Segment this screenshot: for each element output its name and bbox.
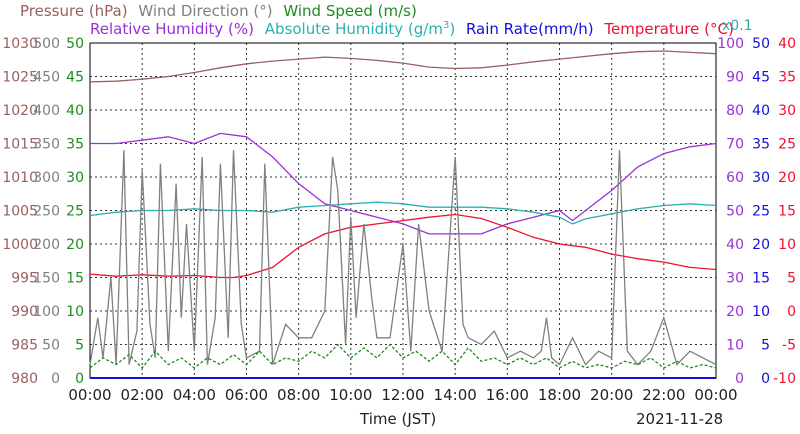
x-tick-label: 12:00 [381,386,424,404]
legend-absolute-humidity: Absolute Humidity (g/m3) [264,20,456,38]
y-tick-label-temperature: 40 [778,36,796,52]
y-tick-label-rain-rate: 30 [752,170,770,186]
x-tick-label: 18:00 [538,386,581,404]
y-tick-label-wind-speed: 5 [75,338,84,354]
y-tick-label-wind-speed: 40 [66,103,84,119]
legend-relative-humidity: Relative Humidity (%) [90,20,254,38]
y-tick-label-rain-rate: 20 [752,237,770,253]
y-tick-label-relative-humidity: 0 [735,371,744,387]
y-tick-label-wind-speed: 50 [66,36,84,52]
y-tick-label-relative-humidity: 40 [726,237,744,253]
y-tick-label-rain-rate: 5 [761,338,770,354]
y-tick-label-temperature: 5 [787,271,796,287]
chart-date: 2021-11-28 [636,410,724,428]
y-tick-label-relative-humidity: 100 [717,36,744,52]
y-tick-label-rain-rate: 40 [752,103,770,119]
x-tick-label: 06:00 [225,386,268,404]
x-tick-label: 10:00 [329,386,372,404]
y-tick-label-pressure: 1020 [2,103,38,119]
y-tick-label-wind-speed: 30 [66,170,84,186]
y-tick-label-rain-rate: 50 [752,36,770,52]
y-tick-label-relative-humidity: 70 [726,137,744,153]
y-tick-label-wind-direction: 350 [33,137,60,153]
y-tick-label-temperature: -10 [773,371,796,387]
y-tick-label-rain-rate: 0 [761,371,770,387]
y-tick-label-temperature: -5 [782,338,796,354]
series-line-wind-speed-m-s [89,343,717,369]
y-tick-label-wind-direction: 250 [33,204,60,220]
legend-rain-rate: Rain Rate(mm/h) [465,20,594,38]
y-tick-label-temperature: 25 [778,137,796,153]
y-tick-label-wind-speed: 25 [66,204,84,220]
y-tick-label-pressure: 995 [11,271,38,287]
y-tick-label-relative-humidity: 50 [726,204,744,220]
y-tick-label-pressure: 1000 [2,237,38,253]
y-tick-label-wind-speed: 10 [66,304,84,320]
legend-wind-speed: Wind Speed (m/s) [283,2,417,20]
y-tick-label-temperature: 30 [778,103,796,119]
y-tick-label-wind-direction: 50 [42,338,60,354]
x-axis-title: Time (JST) [360,410,437,428]
series-line-pressure-hpa [89,50,717,83]
y-tick-label-relative-humidity: 30 [726,271,744,287]
y-tick-label-pressure: 980 [11,371,38,387]
x-tick-label: 20:00 [590,386,633,404]
y-tick-label-pressure: 1015 [2,137,38,153]
y-tick-label-wind-direction: 0 [51,371,60,387]
legend-wind-direction: Wind Direction (°) [138,2,273,20]
legend-pressure: Pressure (hPa) [20,2,128,20]
y-tick-label-relative-humidity: 80 [726,103,744,119]
y-tick-label-wind-speed: 20 [66,237,84,253]
y-tick-label-rain-rate: 45 [752,70,770,86]
y-tick-label-relative-humidity: 20 [726,304,744,320]
y-tick-label-wind-speed: 35 [66,137,84,153]
x-tick-label: 04:00 [173,386,216,404]
legend-row-2: Relative Humidity (%) Absolute Humidity … [90,20,740,38]
series-line-absolute-humidity [89,201,717,225]
y-tick-label-wind-direction: 150 [33,271,60,287]
x-tick-label: 16:00 [486,386,529,404]
y-tick-label-rain-rate: 35 [752,137,770,153]
y-tick-label-wind-direction: 300 [33,170,60,186]
y-tick-label-pressure: 985 [11,338,38,354]
y-tick-label-temperature: 10 [778,237,796,253]
y-tick-label-wind-direction: 400 [33,103,60,119]
series-line-wind-direction [89,150,717,366]
y-tick-label-relative-humidity: 10 [726,338,744,354]
y-tick-label-wind-direction: 200 [33,237,60,253]
y-tick-label-wind-direction: 500 [33,36,60,52]
y-tick-label-pressure: 1030 [2,36,38,52]
x-tick-label: 00:00 [694,386,737,404]
y-tick-label-wind-direction: 450 [33,70,60,86]
x-tick-label: 22:00 [642,386,685,404]
legend-temperature: Temperature (°C) [604,20,734,38]
x-tick-label: 14:00 [434,386,477,404]
x-tick-label: 08:00 [277,386,320,404]
y-tick-label-temperature: 0 [787,304,796,320]
y-tick-label-wind-speed: 0 [75,371,84,387]
y-tick-label-rain-rate: 10 [752,304,770,320]
y-tick-label-relative-humidity: 90 [726,70,744,86]
y-tick-label-rain-rate: 15 [752,271,770,287]
legend-row-1: Pressure (hPa) Wind Direction (°) Wind S… [20,2,423,20]
scale-note: x0.1 [722,18,753,34]
y-tick-label-temperature: 20 [778,170,796,186]
y-tick-label-pressure: 1005 [2,204,38,220]
y-tick-label-rain-rate: 25 [752,204,770,220]
y-tick-label-relative-humidity: 60 [726,170,744,186]
y-tick-label-temperature: 15 [778,204,796,220]
y-tick-label-wind-speed: 15 [66,271,84,287]
y-tick-label-pressure: 1025 [2,70,38,86]
y-tick-label-temperature: 35 [778,70,796,86]
y-tick-label-pressure: 1010 [2,170,38,186]
series-line-relative-humidity [90,132,717,235]
series-line-temperature-c [89,213,717,279]
y-tick-label-wind-speed: 45 [66,70,84,86]
x-tick-label: 02:00 [121,386,164,404]
y-tick-label-wind-direction: 100 [33,304,60,320]
x-tick-label: 00:00 [68,386,111,404]
y-tick-label-pressure: 990 [11,304,38,320]
